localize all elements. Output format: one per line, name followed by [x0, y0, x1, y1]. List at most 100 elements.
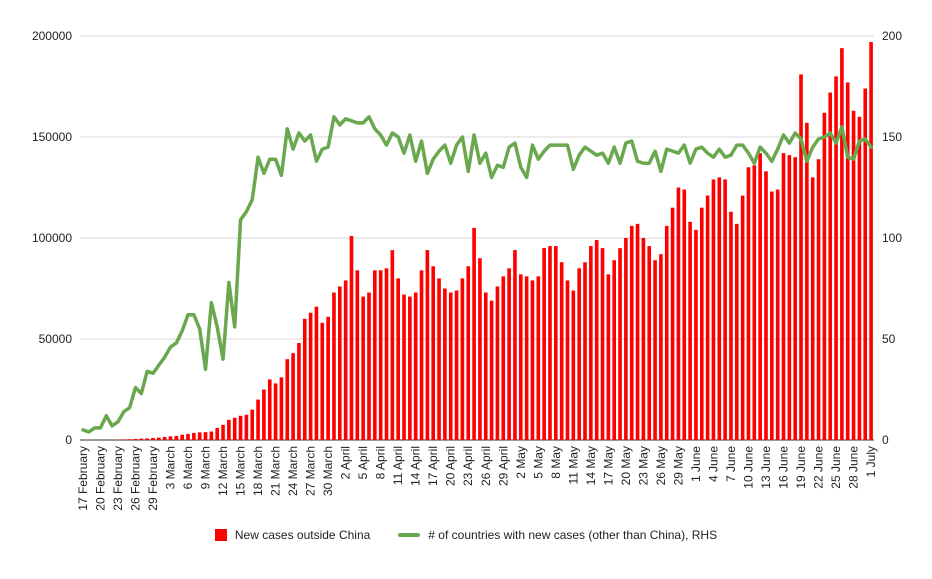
x-tick-label: 1 July	[864, 446, 878, 477]
x-tick-label: 23 February	[111, 446, 125, 511]
bar	[367, 293, 371, 440]
bar	[496, 286, 500, 440]
y-left-tick-label: 100000	[32, 231, 72, 245]
bar	[805, 123, 809, 440]
y-left-tick-label: 200000	[32, 29, 72, 43]
x-tick-label: 20 May	[619, 446, 633, 485]
x-tick-label: 22 June	[812, 446, 826, 489]
bar	[250, 410, 254, 440]
bar	[560, 262, 564, 440]
bar	[391, 250, 395, 440]
bar	[169, 436, 173, 440]
bar	[320, 323, 324, 440]
legend: New cases outside China # of countries w…	[0, 528, 932, 542]
bar	[531, 280, 535, 440]
bar	[297, 343, 301, 440]
x-tick-label: 10 June	[741, 446, 755, 489]
bar	[134, 439, 138, 440]
x-tick-label: 17 May	[601, 446, 615, 485]
bar	[595, 240, 599, 440]
bar	[507, 268, 511, 440]
x-tick-label: 13 June	[759, 446, 773, 489]
x-tick-label: 21 March	[269, 446, 283, 496]
bar	[379, 270, 383, 440]
x-tick-label: 24 March	[286, 446, 300, 496]
bar	[350, 236, 354, 440]
bar	[431, 266, 435, 440]
bar	[647, 246, 651, 440]
bar	[227, 420, 231, 440]
bar	[589, 246, 593, 440]
x-tick-label: 30 March	[321, 446, 335, 496]
x-tick-label: 26 February	[128, 446, 142, 511]
bar	[145, 438, 149, 440]
x-tick-label: 9 March	[199, 446, 213, 489]
bar	[449, 293, 453, 440]
legend-swatch-bars	[215, 529, 227, 541]
x-tick-label: 29 May	[671, 446, 685, 485]
bar	[245, 415, 249, 440]
bar	[782, 153, 786, 440]
bar	[315, 307, 319, 440]
bar	[735, 224, 739, 440]
bar	[239, 416, 243, 440]
bar	[472, 228, 476, 440]
x-tick-label: 27 March	[304, 446, 318, 496]
bar	[717, 177, 721, 440]
x-tick-label: 20 February	[93, 446, 107, 511]
bar	[525, 276, 529, 440]
x-tick-label: 25 June	[829, 446, 843, 489]
bar	[461, 278, 465, 440]
bar	[612, 260, 616, 440]
bar	[688, 222, 692, 440]
legend-label-line: # of countries with new cases (other tha…	[428, 528, 717, 542]
bar	[466, 266, 470, 440]
bar	[572, 291, 576, 440]
bar	[577, 268, 581, 440]
x-tick-label: 16 June	[777, 446, 791, 489]
bar	[204, 432, 208, 440]
bar	[490, 301, 494, 440]
x-tick-label: 2 April	[339, 446, 353, 479]
bar	[455, 291, 459, 440]
x-tick-label: 12 March	[216, 446, 230, 496]
bar	[858, 117, 862, 440]
x-tick-label: 29 April	[496, 446, 510, 486]
x-tick-label: 20 April	[444, 446, 458, 486]
bar	[151, 438, 155, 440]
x-tick-label: 15 March	[234, 446, 248, 496]
bar	[828, 93, 832, 440]
bar	[700, 208, 704, 440]
bar	[221, 425, 225, 440]
bar	[706, 196, 710, 440]
bar	[157, 438, 161, 440]
bar	[753, 165, 757, 440]
x-tick-label: 4 June	[706, 446, 720, 482]
y-right-tick-label: 100	[882, 231, 902, 245]
bar	[677, 188, 681, 441]
bar-series	[116, 42, 873, 440]
bar	[175, 436, 179, 440]
bar	[665, 226, 669, 440]
bar	[554, 246, 558, 440]
bar	[478, 258, 482, 440]
bar	[542, 248, 546, 440]
bar	[601, 248, 605, 440]
bar	[233, 418, 237, 440]
bar	[501, 276, 505, 440]
bar	[180, 435, 184, 440]
x-tick-label: 11 May	[566, 446, 580, 484]
legend-item-bars: New cases outside China	[215, 528, 370, 542]
x-tick-label: 6 March	[181, 446, 195, 489]
bar	[280, 377, 284, 440]
bar	[285, 359, 289, 440]
bar	[344, 280, 348, 440]
y-left-tick-label: 150000	[32, 130, 72, 144]
bar	[566, 280, 570, 440]
x-tick-label: 26 May	[654, 446, 668, 485]
bar	[332, 293, 336, 440]
bar	[139, 439, 143, 440]
